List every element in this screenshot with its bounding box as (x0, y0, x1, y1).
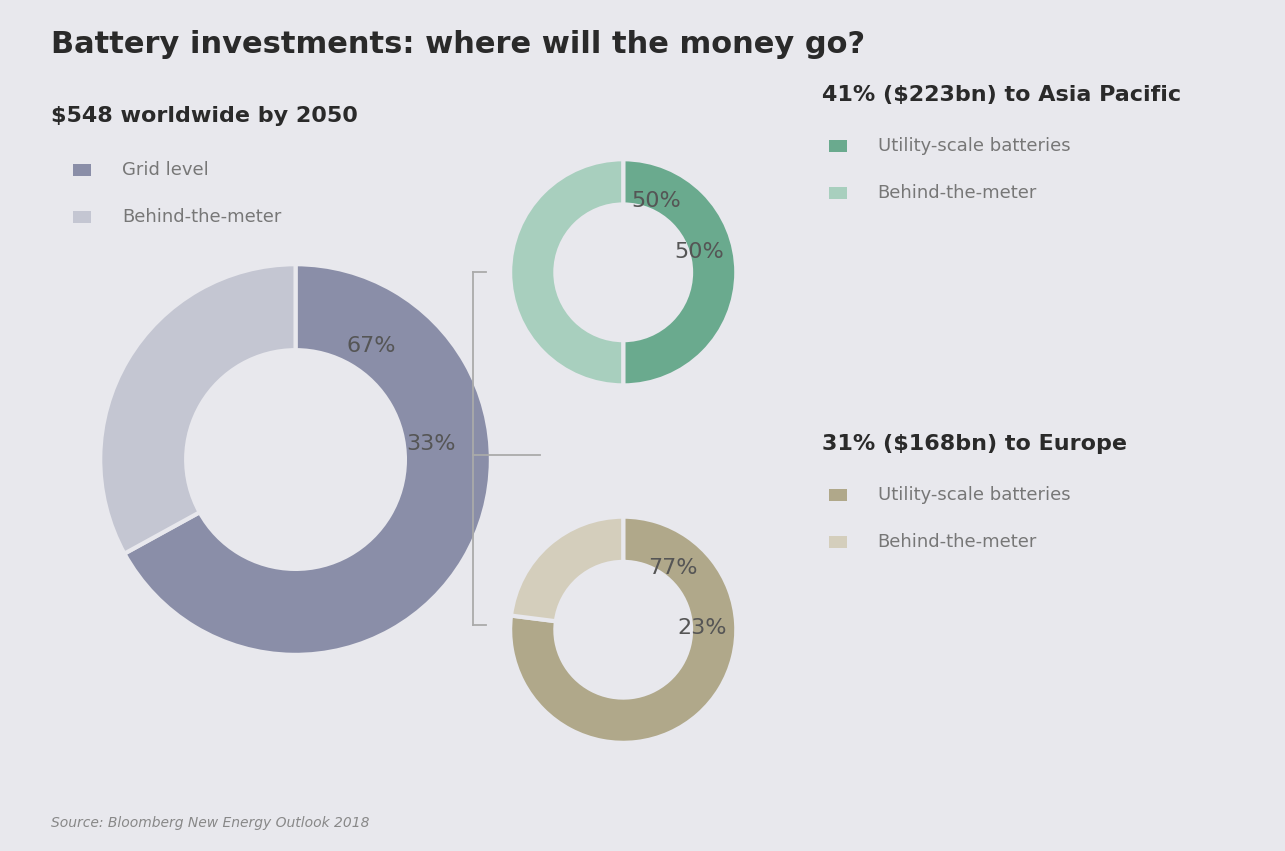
Wedge shape (125, 264, 491, 655)
Text: Behind-the-meter: Behind-the-meter (878, 184, 1037, 203)
Text: 67%: 67% (346, 335, 396, 356)
Text: Grid level: Grid level (122, 161, 209, 180)
Text: Utility-scale batteries: Utility-scale batteries (878, 486, 1070, 505)
Text: 50%: 50% (632, 191, 681, 210)
Wedge shape (510, 159, 623, 386)
Text: Behind-the-meter: Behind-the-meter (122, 208, 281, 226)
Wedge shape (100, 264, 296, 554)
Wedge shape (511, 517, 623, 621)
Wedge shape (510, 517, 736, 743)
Text: 23%: 23% (677, 618, 727, 637)
Text: 41% ($223bn) to Asia Pacific: 41% ($223bn) to Asia Pacific (822, 85, 1181, 106)
Text: Source: Bloomberg New Energy Outlook 2018: Source: Bloomberg New Energy Outlook 201… (51, 816, 370, 830)
Text: 50%: 50% (675, 242, 725, 262)
Wedge shape (623, 159, 736, 386)
Text: Battery investments: where will the money go?: Battery investments: where will the mone… (51, 30, 866, 59)
Text: 33%: 33% (406, 434, 456, 454)
Text: Utility-scale batteries: Utility-scale batteries (878, 137, 1070, 156)
Text: 31% ($168bn) to Europe: 31% ($168bn) to Europe (822, 434, 1127, 454)
Text: 77%: 77% (648, 557, 698, 578)
Text: $548 worldwide by 2050: $548 worldwide by 2050 (51, 106, 359, 127)
Text: Behind-the-meter: Behind-the-meter (878, 533, 1037, 551)
